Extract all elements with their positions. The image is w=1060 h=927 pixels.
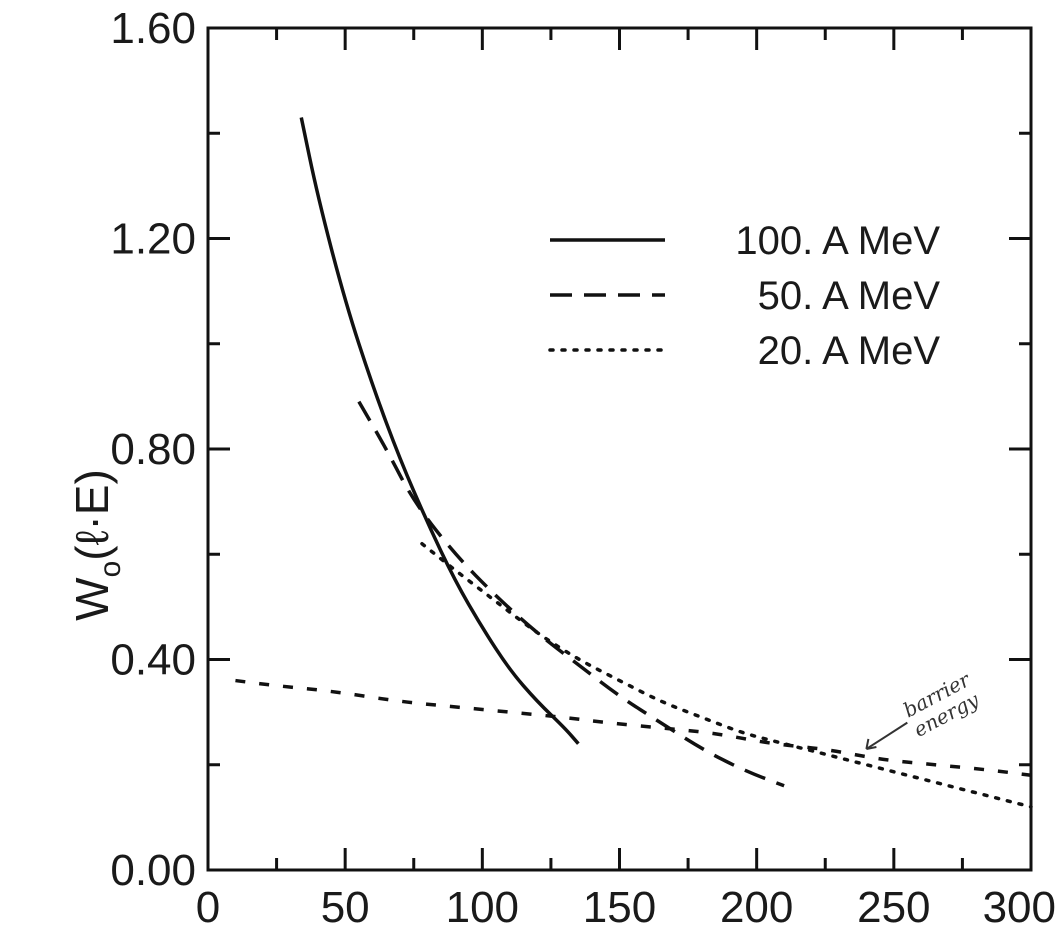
y-axis-tick-labels: 0.00 0.40 0.80 1.20 1.60 [110,4,196,895]
plot-frame [206,26,1033,872]
x-tick-label: 200 [720,883,793,927]
y-axis-label-main: W [66,577,118,621]
legend-label: 20. A MeV [758,329,941,373]
y-tick-label: 0.00 [110,846,196,895]
annotation-arrowhead [865,738,877,750]
y-tick-label: 0.40 [110,636,196,685]
x-axis-ticks [275,28,964,870]
series-line-solid [299,117,580,745]
x-tick-label: 300 [983,883,1056,927]
y-axis-label-sub: o [94,561,127,578]
legend: 100. A MeV 50. A MeV 20. A MeV [548,219,941,373]
y-axis-label-rest: (ℓ·E) [66,469,118,561]
x-axis-tick-labels: 0 50 100 150 200 250 300 [196,883,1056,927]
legend-label: 50. A MeV [758,274,941,318]
series-line-dotted [420,541,1033,809]
series-layer [235,117,1033,809]
x-tick-label: 250 [857,883,930,927]
y-axis-ticks [208,131,1031,767]
y-tick-label: 1.60 [110,4,196,53]
series-line-hand-drawn-dashed [235,678,1032,778]
x-tick-label: 100 [446,883,519,927]
y-tick-label: 0.80 [110,425,196,474]
x-tick-label: 150 [583,883,656,927]
series-line-dashed [357,400,785,788]
y-axis-label: Wo(ℓ·E) [66,469,127,621]
y-tick-label: 1.20 [110,215,196,264]
x-tick-label: 50 [321,883,370,927]
legend-label: 100. A MeV [735,219,940,263]
annotation-arrow [865,721,908,750]
x-tick-label: 0 [196,883,220,927]
